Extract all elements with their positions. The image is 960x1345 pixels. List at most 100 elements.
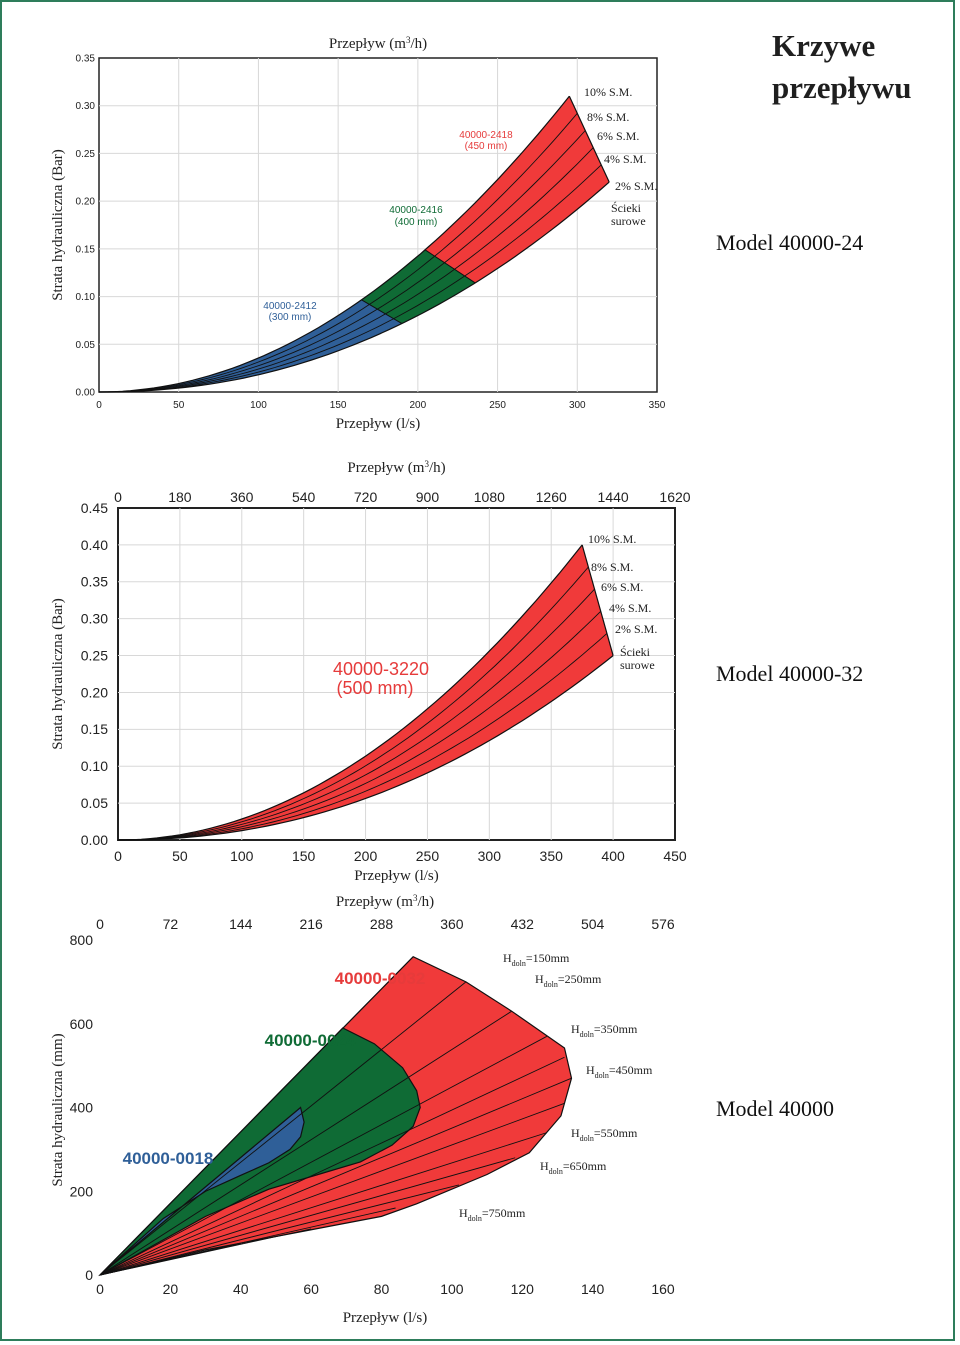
x-tick-label: 200 — [410, 400, 427, 411]
y-tick-label: 0.30 — [81, 611, 108, 627]
curve-3 — [118, 610, 602, 841]
curve-2 — [99, 164, 602, 393]
x2-tick-label: 540 — [292, 489, 316, 505]
y-tick-label: 0 — [85, 1267, 93, 1283]
fan-line-5 — [99, 1056, 565, 1276]
superscript-3: 3 — [413, 893, 418, 903]
curve-end-cap — [581, 544, 614, 656]
x-tick-label: 100 — [440, 1281, 464, 1297]
y-tick-label: 0.05 — [76, 340, 96, 351]
x-tick-label: 140 — [581, 1281, 605, 1297]
region-40000-2418 — [425, 96, 610, 283]
x2-tick-label: 432 — [511, 916, 535, 932]
x-tick-label: 50 — [173, 400, 185, 411]
curve-label: surowe — [611, 214, 646, 228]
y-tick-label: 0.00 — [76, 388, 96, 399]
fan-line-1 — [99, 956, 414, 1276]
fan-line-3 — [99, 1010, 512, 1276]
hdoln-h: H — [503, 951, 512, 965]
x2-tick-label: 144 — [229, 916, 253, 932]
x-tick-label: 40 — [233, 1281, 249, 1297]
page-title-line2: przepływu — [772, 70, 912, 105]
hdoln-sub: doln — [468, 1214, 482, 1223]
hdoln-label: Hdoln=450mm — [586, 1063, 653, 1080]
x-tick-label: 80 — [374, 1281, 390, 1297]
region-size-2412: (300 mm) — [269, 312, 312, 323]
curve-label: 8% S.M. — [587, 110, 629, 124]
x2-axis-title-end: /h) — [417, 894, 434, 910]
y-tick-label: 0.45 — [81, 500, 108, 516]
x-tick-label: 250 — [416, 848, 440, 864]
x-tick-label: 0 — [114, 848, 122, 864]
curve-6 — [98, 95, 570, 393]
hdoln-value: =750mm — [482, 1206, 526, 1220]
fan-line-9 — [99, 1157, 516, 1276]
region-boundary — [361, 299, 403, 324]
region-label-0018: 40000-0018 — [123, 1149, 214, 1168]
y-axis-title: Strata hydrauliczna (Bar) — [50, 598, 66, 750]
region-label-3220: 40000-3220 — [333, 659, 429, 679]
curve-6 — [117, 544, 583, 841]
y-tick-label: 0.30 — [76, 101, 96, 112]
x-tick-label: 200 — [354, 848, 378, 864]
x2-tick-label: 288 — [370, 916, 394, 932]
hdoln-value: =150mm — [526, 951, 570, 965]
x2-tick-label: 360 — [230, 489, 254, 505]
y-tick-label: 800 — [70, 932, 94, 948]
y-tick-label: 0.10 — [81, 758, 108, 774]
region-label-2412: 40000-2412 — [263, 301, 317, 312]
y-axis-title: Strata hydrauliczna (mm) — [50, 1033, 66, 1186]
model-label-40000: Model 40000 — [716, 1096, 834, 1121]
x-tick-label: 0 — [96, 400, 102, 411]
x2-tick-label: 1440 — [598, 489, 629, 505]
region-label-2416: 40000-2416 — [389, 205, 443, 216]
region-label-0032: 40000-0032 — [335, 969, 426, 988]
x2-tick-label: 576 — [651, 916, 675, 932]
hdoln-label: Hdoln=250mm — [535, 972, 602, 989]
y-axis-title: Strata hydrauliczna (Bar) — [50, 149, 66, 301]
hdoln-value: =550mm — [594, 1126, 638, 1140]
y-tick-label: 600 — [70, 1016, 94, 1032]
superscript-3: 3 — [406, 35, 411, 45]
x2-tick-label: 0 — [114, 489, 122, 505]
x-tick-label: 100 — [250, 400, 267, 411]
region-boundary — [424, 249, 476, 284]
x-tick-label: 350 — [649, 400, 666, 411]
x2-tick-label: 360 — [440, 916, 464, 932]
x2-tick-label: 1260 — [536, 489, 567, 505]
curve-3 — [99, 147, 594, 393]
curve-4 — [98, 130, 586, 393]
hdoln-h: H — [571, 1022, 580, 1036]
region-40000-0018 — [99, 1106, 305, 1276]
y-tick-label: 0.25 — [81, 647, 108, 663]
hdoln-sub: doln — [595, 1071, 609, 1080]
x2-tick-label: 72 — [163, 916, 179, 932]
x-axis-title: Przepływ (l/s) — [336, 416, 421, 432]
y-tick-label: 0.20 — [81, 684, 108, 700]
curve-label: 2% S.M. — [615, 179, 657, 193]
y-tick-label: 0.25 — [76, 149, 96, 160]
fan-line-13 — [99, 1243, 241, 1276]
curve-label: 2% S.M. — [615, 622, 657, 636]
x-tick-label: 120 — [511, 1281, 535, 1297]
x-tick-label: 300 — [478, 848, 502, 864]
hdoln-value: =450mm — [609, 1063, 653, 1077]
fan-line-8 — [99, 1132, 548, 1276]
x2-tick-label: 1080 — [474, 489, 505, 505]
model-label-32: Model 40000-32 — [716, 661, 864, 686]
x-tick-label: 150 — [292, 848, 316, 864]
x-tick-label: 50 — [172, 848, 188, 864]
fan-line-6 — [99, 1077, 572, 1276]
hdoln-label: Hdoln=650mm — [540, 1159, 607, 1176]
region-label-2418: 40000-2418 — [459, 130, 513, 141]
curve-label: 10% S.M. — [588, 532, 636, 546]
hdoln-h: H — [540, 1159, 549, 1173]
region-label-0024: 40000-0024 — [265, 1031, 356, 1050]
region-size-3220: (500 mm) — [336, 678, 413, 698]
x2-tick-label: 1620 — [659, 489, 690, 505]
hdoln-label: Hdoln=150mm — [503, 951, 570, 968]
x-tick-label: 100 — [230, 848, 254, 864]
curve-label: Ścieki — [620, 645, 651, 659]
region-size-2418: (450 mm) — [465, 141, 508, 152]
